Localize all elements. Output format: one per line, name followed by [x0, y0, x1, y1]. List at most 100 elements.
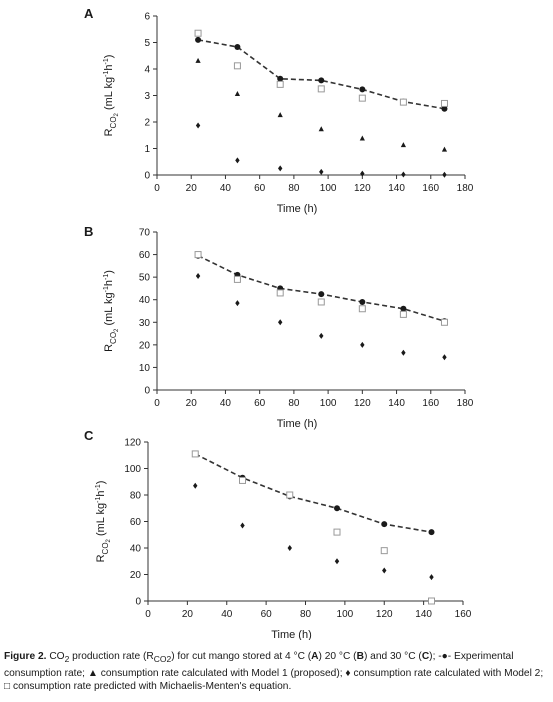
x-tick-label: 180	[457, 398, 474, 409]
x-tick-label: 40	[220, 398, 232, 409]
data-point-model1	[400, 142, 406, 148]
data-point-experimental	[428, 529, 435, 536]
experimental-legend-icon: -●-	[438, 651, 452, 662]
x-tick-label: 100	[337, 609, 354, 620]
data-point-experimental	[400, 305, 407, 312]
data-point-michaelis	[358, 305, 366, 313]
data-point-michaelis	[233, 275, 241, 283]
y-tick-label: 4	[144, 65, 150, 76]
x-tick-label: 80	[300, 609, 312, 620]
data-point-model2	[195, 122, 201, 129]
experimental-trend-line	[197, 254, 445, 322]
y-tick-label: 6	[144, 12, 150, 23]
data-point-model2	[360, 341, 365, 348]
y-tick-label: 40	[130, 544, 142, 555]
data-point-michaelis	[440, 99, 448, 107]
series-triangle	[195, 57, 448, 152]
series-square	[194, 251, 448, 326]
x-tick-label: 0	[154, 398, 160, 409]
x-tick-label: 80	[288, 398, 300, 409]
caption-text-30c: ) and 30 °C (	[363, 651, 422, 662]
y-tick-label: 2	[144, 118, 150, 129]
data-point-michaelis	[194, 29, 202, 37]
series-square	[194, 29, 448, 107]
data-point-model2	[401, 171, 406, 178]
series-circle	[195, 252, 448, 325]
data-point-model2	[287, 545, 292, 551]
y-axis-label: RCO2 (mL kg-1h-1)	[95, 481, 112, 563]
series-diamond	[195, 273, 447, 361]
x-tick-label: 160	[455, 609, 472, 620]
data-point-michaelis	[399, 310, 407, 318]
data-point-experimental	[334, 505, 340, 512]
y-tick-label: 10	[139, 363, 151, 374]
chart-panel-b: B 0 10 20 30 40 50 60 70 0 20 40 60 80 100 120 140 160 180…	[84, 224, 474, 430]
y-tick-label: 0	[144, 386, 150, 397]
x-tick-label: 0	[145, 609, 151, 620]
y-tick-label: 50	[139, 273, 151, 284]
series-circle	[192, 450, 435, 536]
x-axis-label: Time (h)	[271, 629, 312, 640]
x-axis-label: Time (h)	[277, 203, 318, 215]
x-tick-label: 60	[254, 398, 266, 409]
caption-text-conditions: ) for cut mango stored at 4 °C (	[171, 651, 312, 662]
caption-text-rate: production rate (R	[72, 651, 154, 662]
data-point-michaelis	[428, 597, 435, 605]
data-point-michaelis	[399, 98, 407, 106]
y-axis-label: RCO2 (mL kg-1h-1)	[103, 55, 120, 137]
data-point-model2	[195, 273, 201, 280]
x-tick-label: 100	[320, 183, 337, 194]
x-axis-label: Time (h)	[277, 418, 318, 430]
y-tick-label: 70	[139, 228, 151, 239]
data-point-michaelis	[286, 491, 294, 499]
data-point-model2	[278, 319, 283, 326]
data-point-michaelis	[239, 476, 246, 484]
data-point-michaelis	[317, 298, 325, 306]
square-legend-icon: □	[4, 681, 11, 693]
x-tick-label: 40	[220, 183, 232, 194]
data-point-michaelis	[194, 251, 202, 259]
data-point-model2	[360, 170, 365, 177]
figure-caption: Figure 2. CO2 production rate (RCO2) for…	[4, 650, 550, 694]
series-circle	[195, 36, 448, 112]
data-point-model2	[334, 558, 340, 565]
caption-text-sep: );	[429, 651, 439, 662]
data-point-model2	[442, 171, 447, 178]
y-tick-label: 60	[130, 517, 142, 528]
data-point-experimental	[318, 291, 325, 298]
data-point-model1	[441, 146, 448, 152]
chart-panel-c: C 0 20 40 60 80 100 120 0 20 40 60 80 100 120 140 160 Tim…	[84, 428, 472, 640]
caption-panel-a: A	[311, 651, 319, 662]
data-point-michaelis	[317, 85, 325, 93]
data-point-experimental	[359, 298, 366, 305]
data-point-model2	[319, 332, 324, 339]
data-point-experimental	[234, 44, 241, 51]
caption-legend-experimental: Experimental consumption rate;	[4, 651, 514, 679]
y-tick-label: 60	[139, 250, 151, 261]
caption-label: Figure 2.	[4, 651, 47, 662]
data-point-model2	[442, 354, 447, 361]
x-tick-label: 20	[182, 609, 194, 620]
series-diamond	[195, 122, 447, 178]
data-point-model2	[235, 157, 240, 164]
x-tick-label: 100	[320, 398, 337, 409]
caption-text-20c: ) 20 °C (	[318, 651, 357, 662]
caption-legend-michaelis: consumption rate predicted with Michaeli…	[13, 681, 292, 693]
x-tick-label: 180	[457, 183, 474, 194]
diamond-legend-icon: ♦	[345, 667, 351, 679]
y-tick-label: 120	[124, 438, 141, 449]
data-point-model2	[235, 300, 240, 307]
x-tick-label: 160	[422, 398, 439, 409]
y-axis-label: RCO2 (mL kg-1h-1)	[103, 270, 120, 352]
data-point-michaelis	[233, 62, 241, 70]
data-point-model2	[401, 349, 406, 356]
y-tick-label: 5	[144, 38, 150, 49]
x-tick-label: 20	[186, 398, 198, 409]
data-point-experimental	[318, 77, 325, 84]
caption-panel-c: C	[421, 651, 430, 662]
data-point-model2	[319, 168, 324, 175]
data-point-experimental	[195, 36, 202, 43]
y-tick-label: 20	[130, 570, 142, 581]
x-tick-label: 120	[354, 183, 371, 194]
